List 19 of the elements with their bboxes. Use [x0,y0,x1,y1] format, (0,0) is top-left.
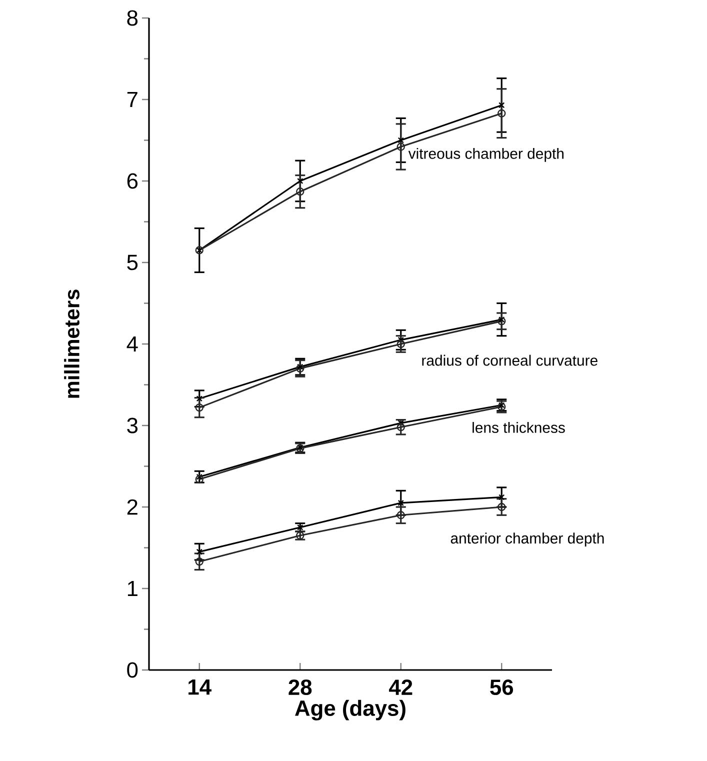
x-tick-label: 42 [389,680,412,695]
y-tick-label: 6 [127,173,138,189]
y-tick-label: 1 [128,580,138,596]
y-axis-title: millimeters [64,290,80,398]
y-tick-label: 2 [127,499,138,515]
annotation: lens thickness [472,422,565,433]
annotation: anterior chamber depth [450,532,604,547]
y-tick-label: 7 [127,92,138,108]
x-tick-label: 14 [188,680,212,695]
y-tick-label: 3 [127,418,138,434]
y-tick-label: 0 [127,662,138,678]
x-tick-label: 28 [288,680,312,696]
y-tick-label: 4 [126,336,138,352]
x-tick-label: 56 [490,680,514,696]
x-axis-title: Age (days) [295,700,406,720]
annotation: radius of corneal curvature [422,354,598,366]
annotation: vitreous chamber depth [408,148,564,162]
y-tick-label: 8 [127,10,138,26]
y-tick-label: 5 [127,254,138,270]
